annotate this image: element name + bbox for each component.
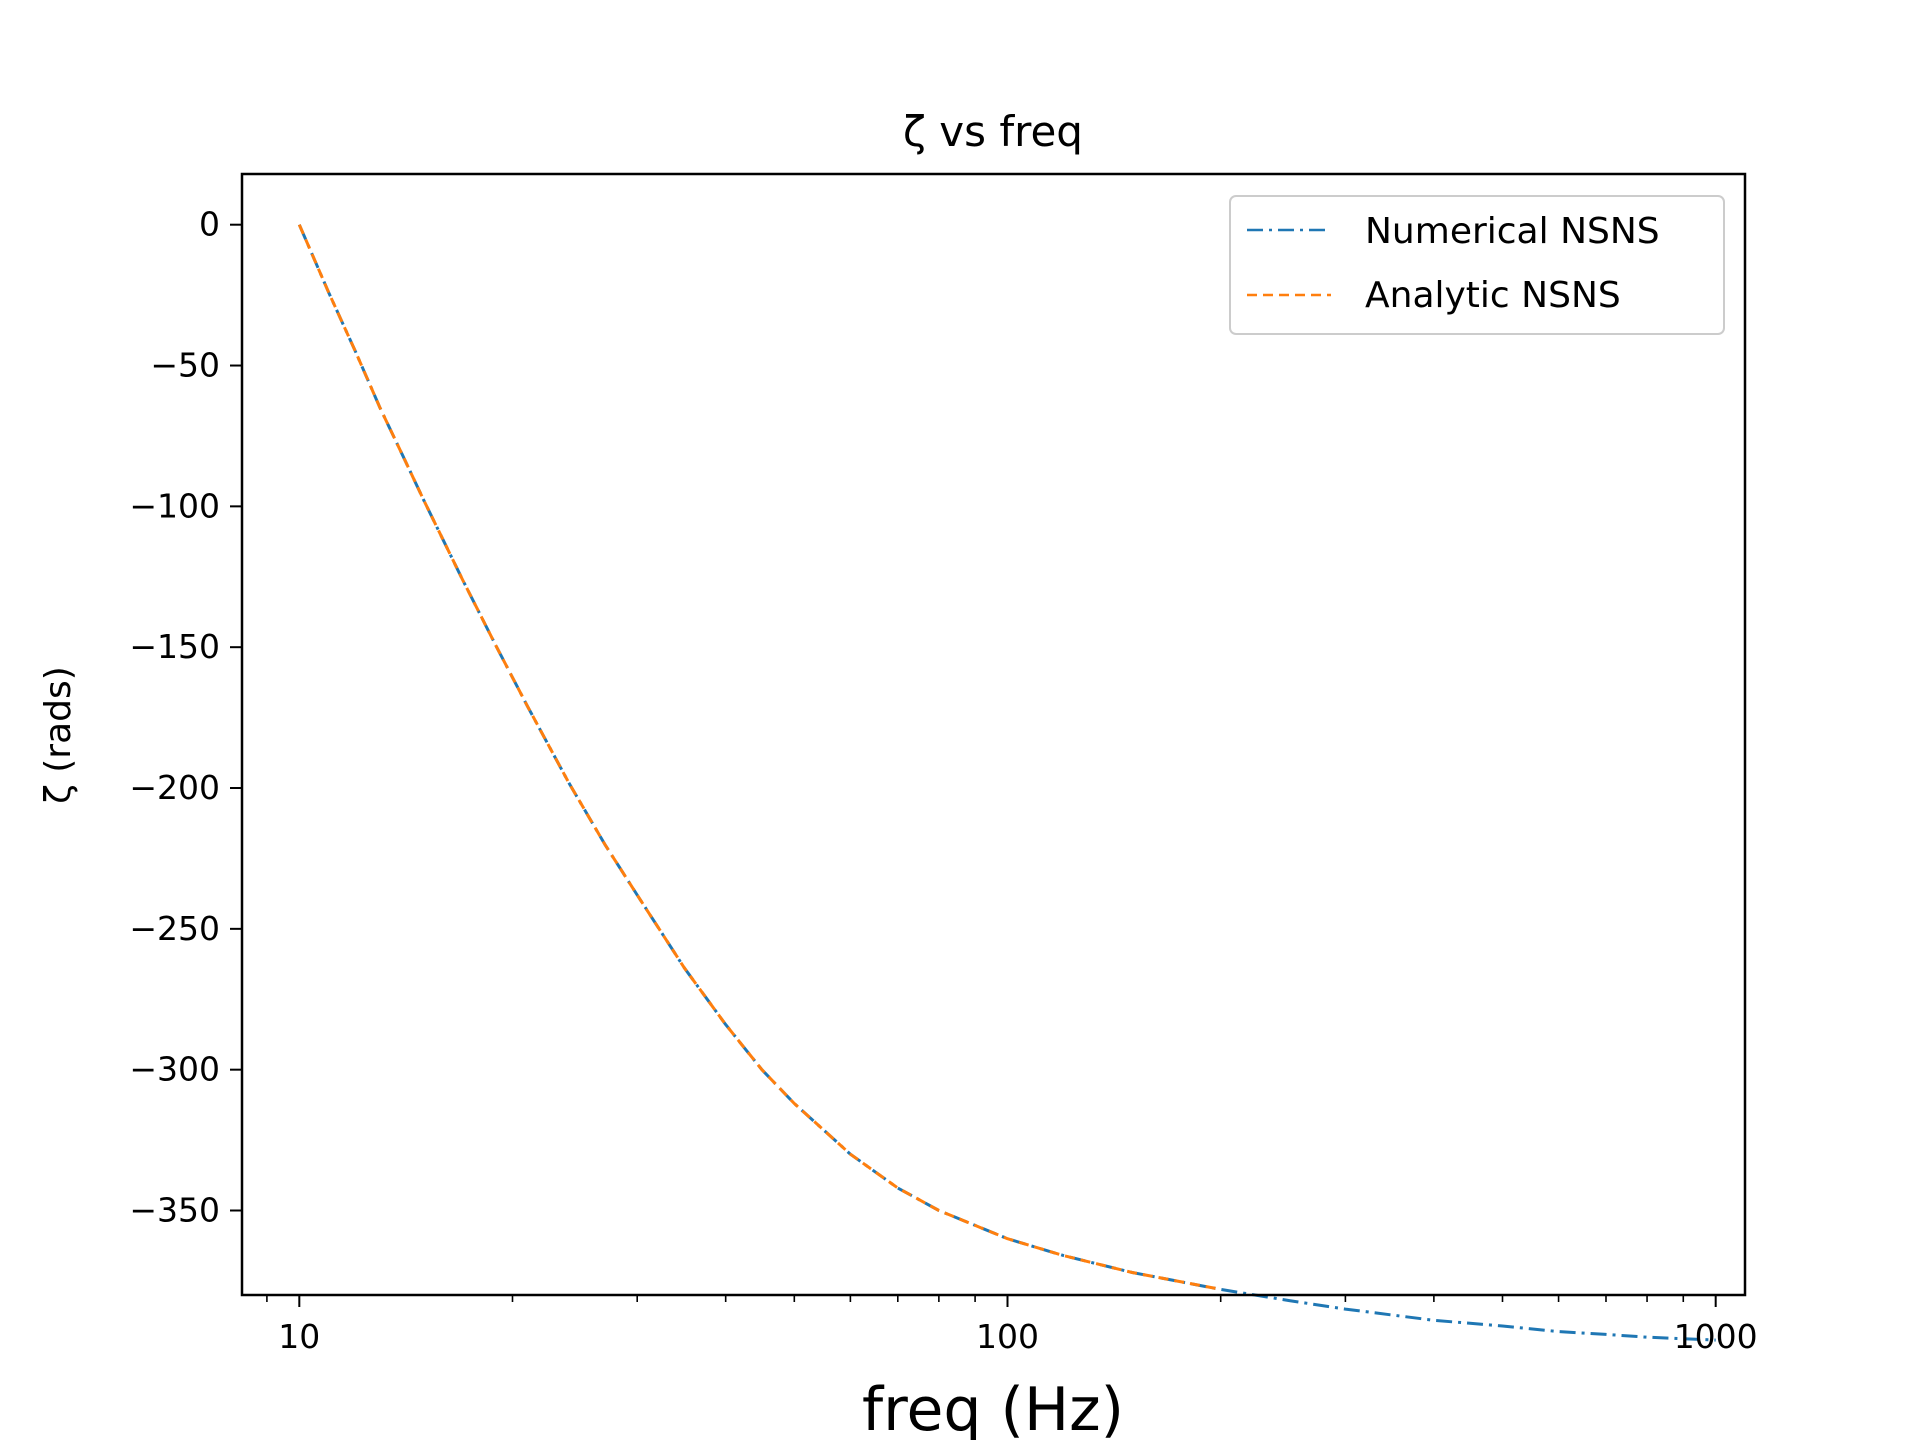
x-tick-label: 1000 <box>1674 1317 1758 1356</box>
y-tick-label: −250 <box>129 909 220 948</box>
y-tick-label: −350 <box>129 1191 220 1230</box>
ticks-layer: 0 −50 −100 −150 −200 −250 −300 −350 10 100 1000 <box>129 205 1757 1356</box>
y-tick-label: −300 <box>129 1050 220 1089</box>
y-tick-label: 0 <box>199 205 220 244</box>
plot-frame <box>240 172 1747 1297</box>
y-tick-label: −150 <box>129 627 220 666</box>
x-axis-title: freq (Hz) <box>862 1375 1124 1440</box>
chart-title: ζ vs freq <box>903 107 1083 156</box>
x-tick-label: 100 <box>976 1317 1039 1356</box>
series-line-numerical-nsns <box>297 224 1716 1342</box>
y-tick-label: −200 <box>129 768 220 807</box>
series-layer <box>297 224 1716 1342</box>
x-tick-label: 10 <box>278 1317 320 1356</box>
y-tick-label: −50 <box>150 346 220 385</box>
legend-box <box>1229 195 1725 335</box>
y-tick-label: −100 <box>129 486 220 525</box>
series-line-analytic-nsns <box>297 224 1221 1291</box>
y-axis-title: ζ (rads) <box>38 666 79 804</box>
legend-label-numerical: Numerical NSNS <box>1365 211 1660 252</box>
legend: Numerical NSNS Analytic NSNS <box>1229 195 1725 335</box>
legend-label-analytic: Analytic NSNS <box>1365 275 1621 316</box>
